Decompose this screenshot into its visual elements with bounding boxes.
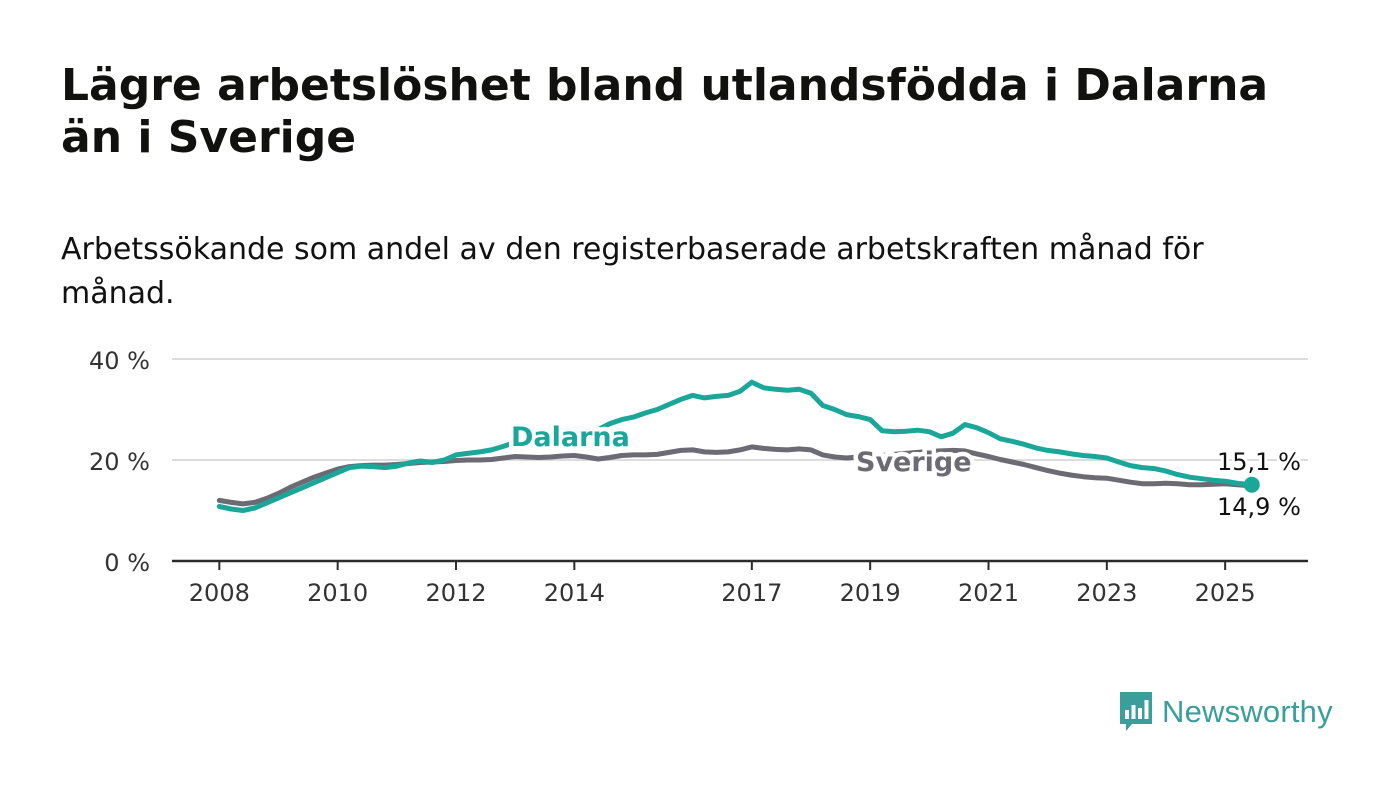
chart-title: Lägre arbetslöshet bland utlandsfödda i … <box>61 60 1269 163</box>
y-tick-label: 20 % <box>89 448 150 476</box>
y-tick-label: 40 % <box>89 347 150 375</box>
end-value-label-sverige: 14,9 % <box>1217 493 1301 521</box>
x-tick-label: 2010 <box>307 579 368 607</box>
x-tick-label: 2019 <box>840 579 901 607</box>
x-tick-label: 2017 <box>721 579 782 607</box>
brand-name: Newsworthy <box>1162 694 1333 729</box>
end-value-label-dalarna: 15,1 % <box>1217 448 1301 476</box>
newsworthy-logo: Newsworthy <box>1118 690 1333 734</box>
x-tick-label: 2012 <box>425 579 486 607</box>
chart-subtitle: Arbetssökande som andel av den registerb… <box>61 232 1204 311</box>
end-point-dalarna <box>1243 476 1260 493</box>
x-tick-label: 2023 <box>1076 579 1137 607</box>
series-line-dalarna <box>216 379 1255 513</box>
x-tick-label: 2008 <box>189 579 250 607</box>
x-tick-label: 2014 <box>544 579 605 607</box>
series-label-dalarna: Dalarna <box>511 422 630 453</box>
series-label-sverige: Sverige <box>856 447 972 478</box>
newsworthy-icon <box>1120 692 1152 731</box>
y-tick-label: 0 % <box>104 549 150 577</box>
x-tick-label: 2021 <box>958 579 1019 607</box>
x-tick-label: 2025 <box>1195 579 1256 607</box>
